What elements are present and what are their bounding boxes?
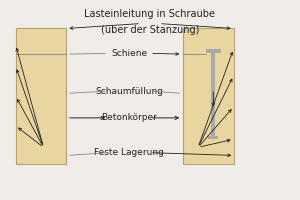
Bar	[208, 136, 218, 139]
Text: Betonkörper: Betonkörper	[101, 113, 157, 122]
Text: Lasteinleitung in Schraube: Lasteinleitung in Schraube	[85, 9, 215, 19]
Bar	[16, 28, 66, 164]
Text: Feste Lagerung: Feste Lagerung	[94, 148, 164, 157]
Text: (über der Stanzung): (über der Stanzung)	[101, 25, 199, 35]
Text: Schaumfüllung: Schaumfüllung	[95, 87, 163, 96]
Text: Schiene: Schiene	[111, 49, 147, 58]
Bar	[206, 49, 221, 53]
Bar	[211, 49, 215, 139]
Bar	[183, 28, 234, 164]
